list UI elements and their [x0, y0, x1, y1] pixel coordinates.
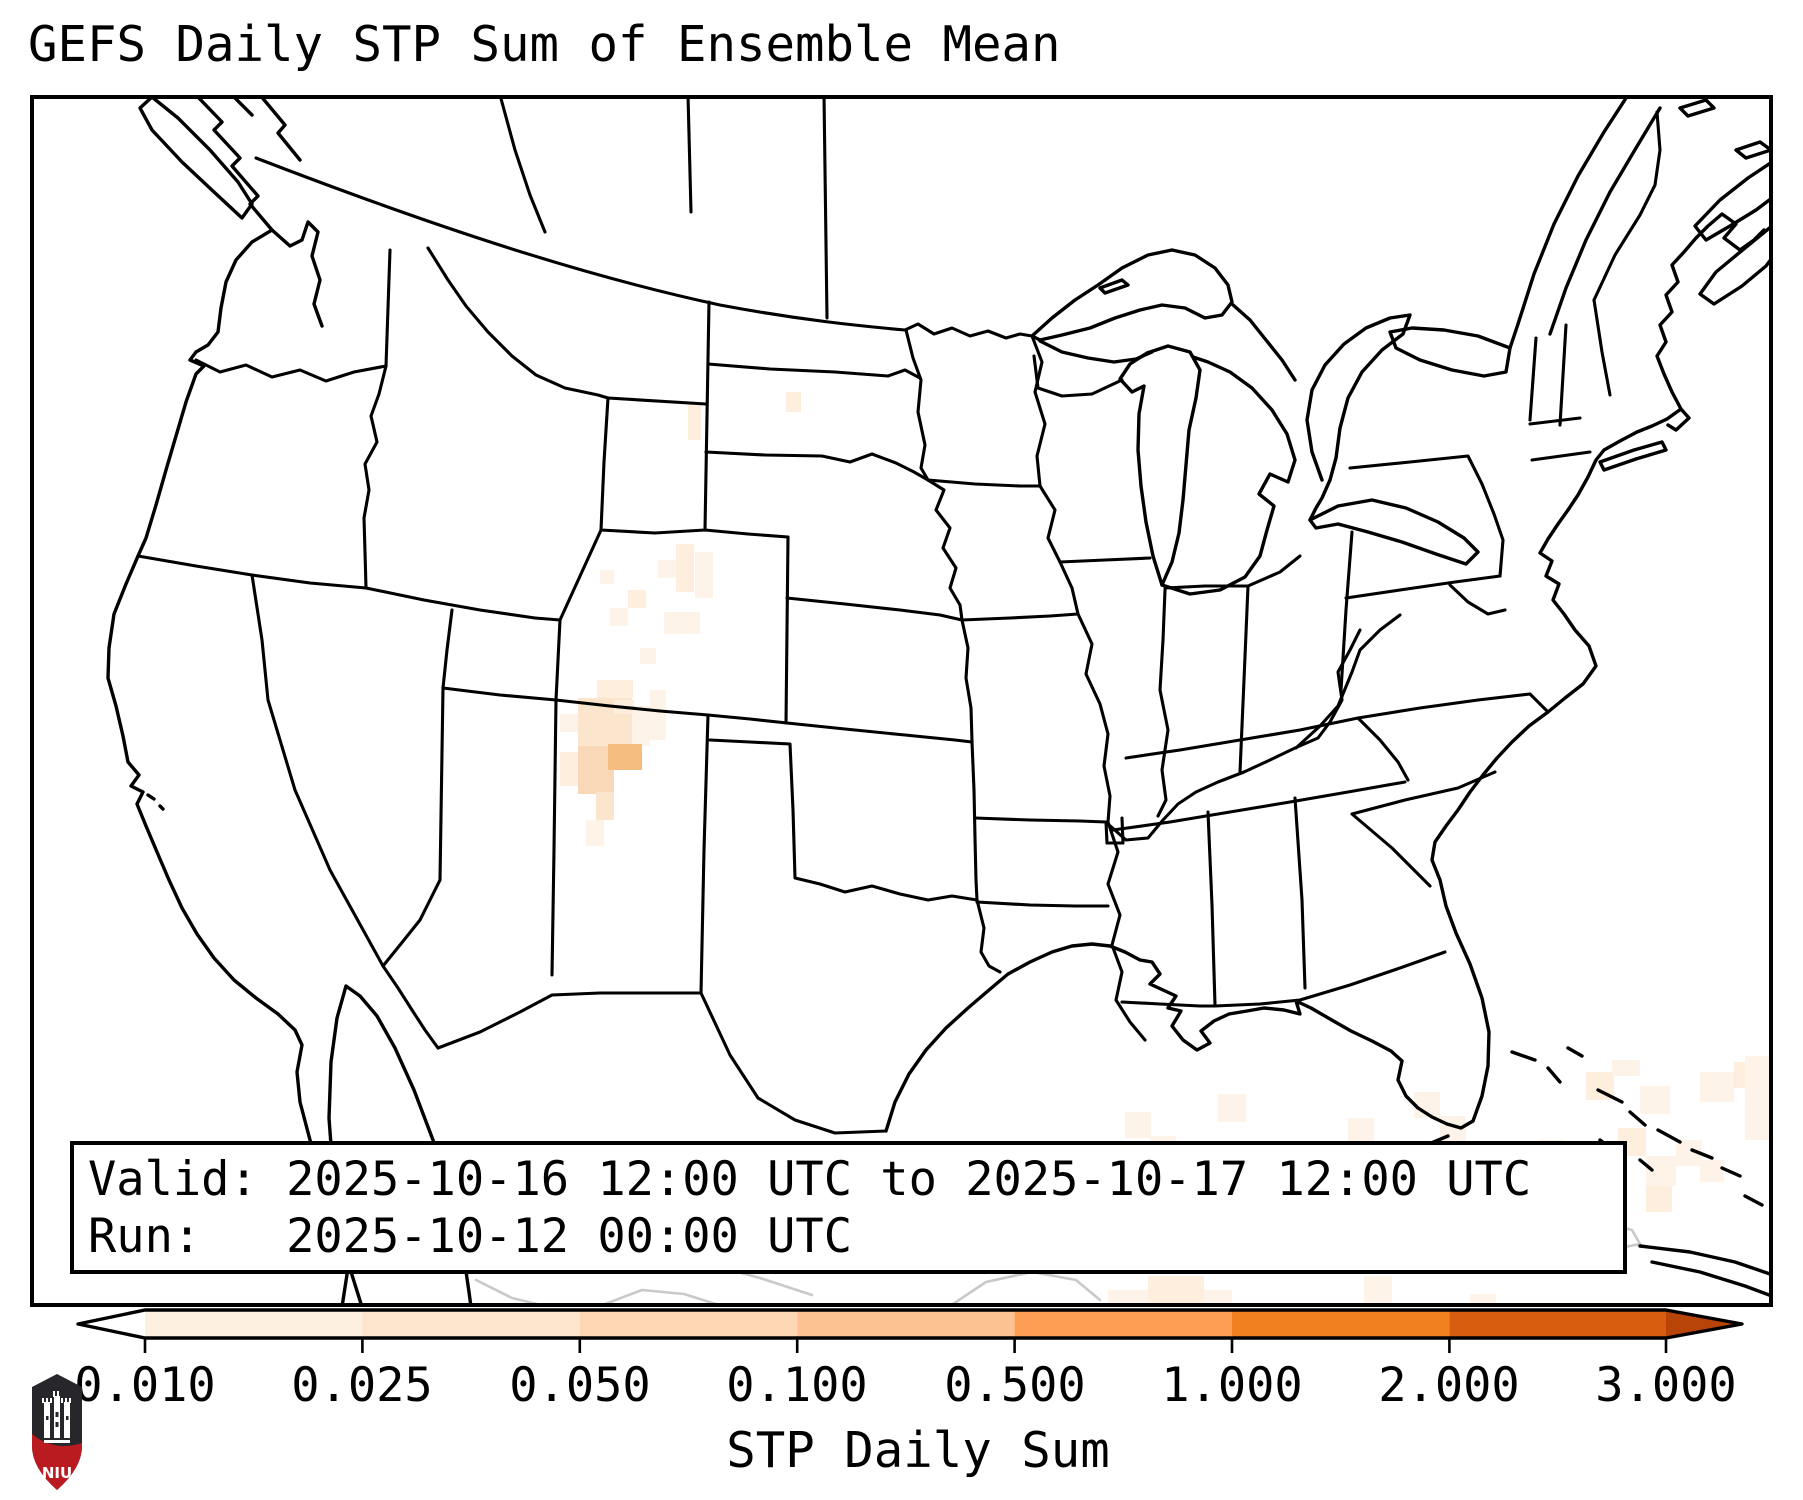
cbar-tick-label: 0.050 — [509, 1358, 651, 1413]
upper-peninsula-shore — [1038, 339, 1154, 364]
figure-title: GEFS Daily STP Sum of Ensemble Mean — [28, 16, 1061, 73]
cbar-tick-label: 0.025 — [291, 1358, 433, 1413]
vancouver-island — [138, 97, 254, 220]
stp-cell — [597, 680, 633, 698]
stp-cell — [560, 714, 578, 732]
stp-cell — [650, 690, 666, 740]
cbar-tick-label: 3.000 — [1595, 1358, 1737, 1413]
colorbar-axis-label: STP Daily Sum — [726, 1422, 1110, 1479]
valid-time-text: Valid: 2025-10-16 12:00 UTC to 2025-10-1… — [88, 1151, 1532, 1207]
colorbar — [76, 1308, 1744, 1353]
conus-map — [30, 95, 1773, 1307]
stp-cell — [1646, 1186, 1672, 1212]
stp-cell — [658, 560, 676, 578]
state-borders — [136, 97, 1668, 1135]
coastlines — [106, 97, 1771, 1305]
lake-ontario — [1388, 326, 1512, 378]
isle-royale — [1098, 278, 1130, 295]
stp-cell — [608, 744, 642, 770]
stp-cell — [1470, 1294, 1496, 1305]
nova-scotia — [1693, 160, 1771, 306]
stp-cell — [1148, 1276, 1204, 1304]
stp-cell — [695, 552, 713, 598]
long-island — [1598, 440, 1668, 472]
stp-cell — [640, 648, 656, 664]
lake-michigan — [1118, 344, 1202, 587]
stp-cell — [1108, 1290, 1148, 1305]
stp-cell — [1364, 1276, 1392, 1304]
stp-cell — [1700, 1072, 1734, 1102]
lake-superior — [1030, 248, 1234, 342]
stp-cell — [1218, 1094, 1246, 1122]
stp-cell — [1745, 1056, 1771, 1140]
stp-cell — [664, 612, 700, 634]
colorbar-segment — [1232, 1310, 1450, 1338]
stp-cell — [600, 570, 614, 584]
gulf-atlantic-coast — [884, 407, 1691, 1133]
stp-cell — [596, 792, 614, 820]
cbar-tick-label: 1.000 — [1161, 1358, 1303, 1413]
st-lawrence-south — [1548, 106, 1662, 336]
michigan-mitten — [1160, 354, 1297, 596]
cbar-tick-label: 0.500 — [944, 1358, 1086, 1413]
stp-cell — [578, 734, 632, 746]
colorbar-segment — [579, 1310, 798, 1338]
stp-cell — [578, 770, 614, 794]
cbar-tick-label: 0.100 — [726, 1358, 868, 1413]
niu-logo-text: NIU — [42, 1464, 72, 1482]
stp-cell — [1700, 1160, 1724, 1182]
ohio-river — [1106, 628, 1362, 842]
st-lawrence-north — [1508, 97, 1629, 350]
stp-cell — [632, 706, 650, 746]
colorbar-ticks — [143, 1338, 1668, 1353]
cuba-east-coast — [1638, 1244, 1771, 1298]
colorbar-segment — [1014, 1310, 1232, 1338]
us-canada-border — [254, 156, 1034, 340]
stp-cell — [1646, 1156, 1676, 1186]
cbar-tick-label: 2.000 — [1378, 1358, 1520, 1413]
colorbar-segment — [797, 1310, 1015, 1338]
coastal-islets — [146, 793, 165, 811]
stp-cell — [628, 590, 646, 608]
stp-cell — [586, 820, 604, 846]
map-frame-border — [30, 95, 1773, 1307]
colorbar-segment — [362, 1310, 580, 1338]
colorbar-segment — [145, 1310, 363, 1338]
stp-cell — [786, 392, 801, 412]
mississippi-river — [1038, 484, 1147, 1042]
cbar-tick-label: 0.010 — [74, 1358, 216, 1413]
map-frame — [32, 97, 1771, 1305]
stp-cell — [1204, 1290, 1232, 1305]
colorbar-segment — [1449, 1310, 1666, 1338]
niu-shield-red — [32, 1434, 82, 1490]
lake-erie — [1308, 498, 1480, 566]
colorbar-under-arrow — [78, 1310, 145, 1338]
north-channel — [1230, 302, 1297, 382]
niu-castle-windows — [46, 1412, 69, 1427]
new-england-coast — [1655, 212, 1766, 411]
rio-grande — [699, 713, 888, 1135]
stp-cell — [1348, 1118, 1374, 1144]
stp-cell — [610, 608, 628, 626]
stp-cell — [1612, 1060, 1640, 1076]
niu-logo: NIU — [32, 1374, 82, 1490]
stp-cell — [560, 752, 578, 786]
colorbar-over-arrow — [1666, 1310, 1742, 1338]
stp-cell — [1640, 1086, 1670, 1114]
valid-run-info-box: Valid: 2025-10-16 12:00 UTC to 2025-10-1… — [70, 1141, 1627, 1274]
stp-cell — [688, 404, 701, 440]
lake-huron-georgian-bay — [1305, 313, 1412, 522]
run-time-text: Run: 2025-10-12 00:00 UTC — [88, 1208, 853, 1264]
west-coast — [106, 228, 364, 1305]
stp-cell — [676, 562, 694, 592]
stp-cell — [676, 544, 694, 562]
stp-cell — [1125, 1112, 1151, 1138]
stp-cell — [578, 746, 608, 770]
